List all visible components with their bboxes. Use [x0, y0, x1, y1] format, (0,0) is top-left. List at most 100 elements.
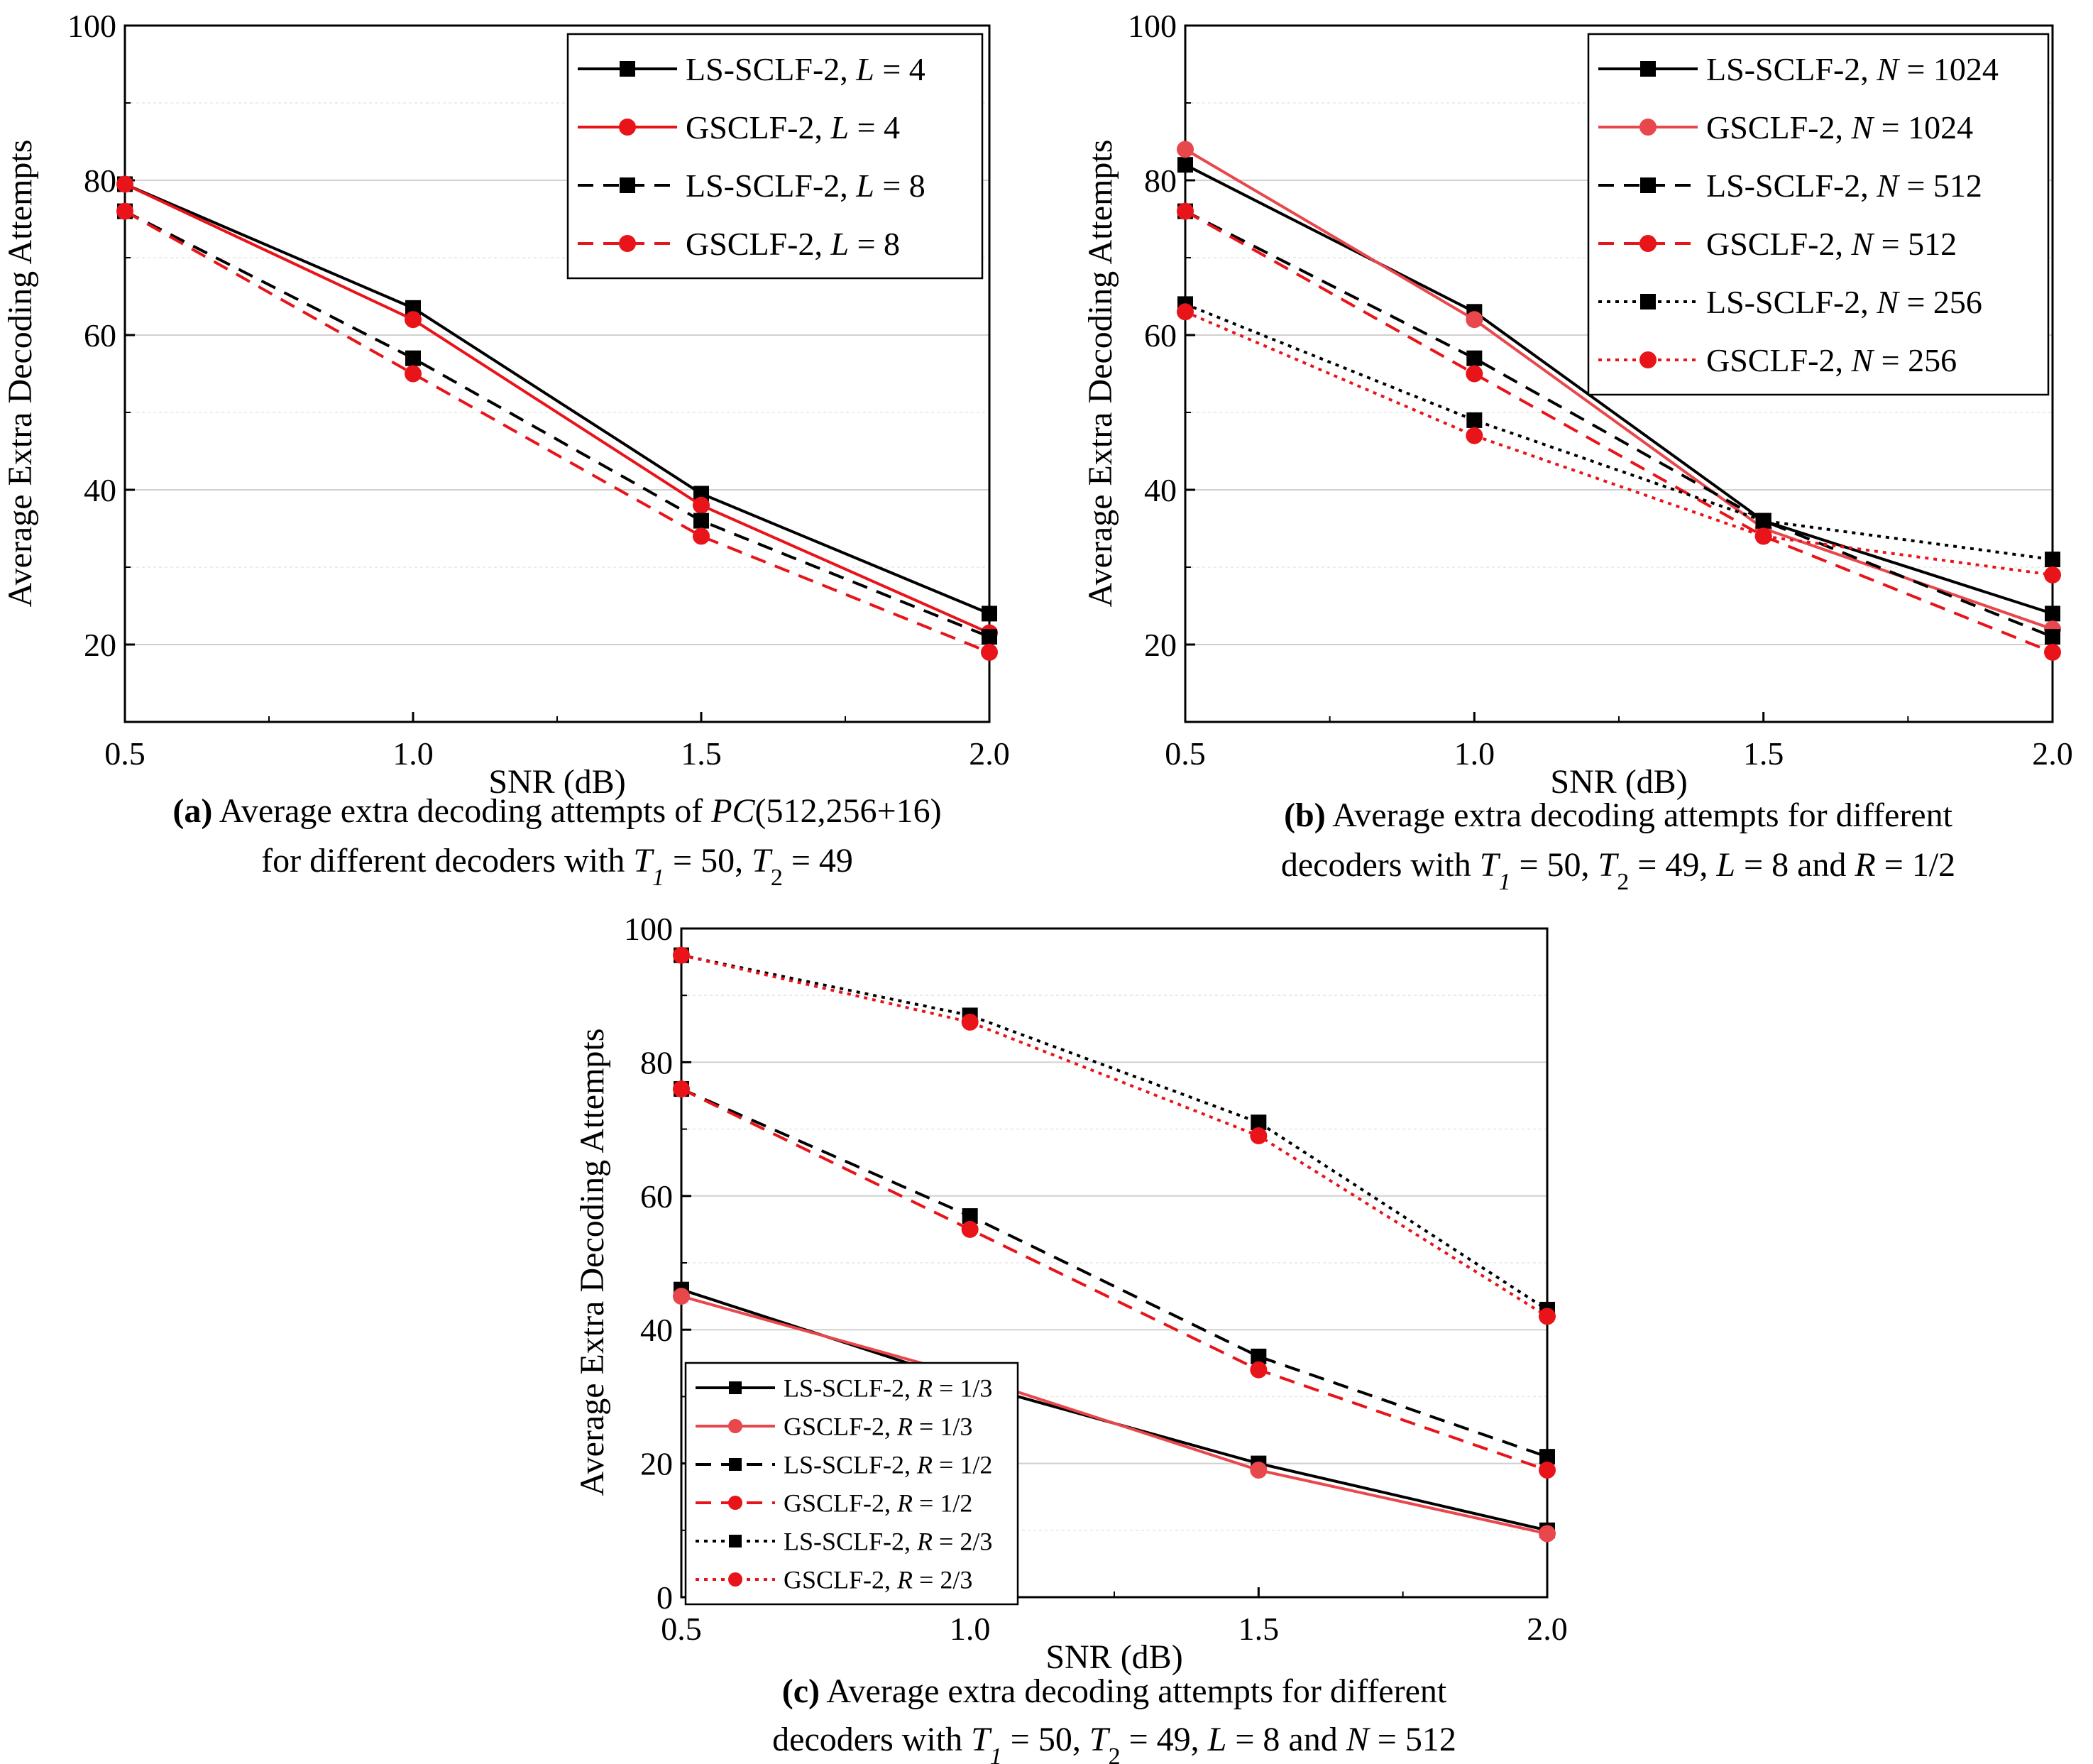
marker-c-4-2: [1251, 1114, 1267, 1131]
marker-a-2-1: [405, 350, 421, 366]
marker-a-1-2: [693, 496, 710, 514]
xtick-label-a-3: 2.0: [969, 735, 1010, 772]
series-line-b-3: [1185, 209, 2053, 654]
series-line-b-0: [1185, 163, 2053, 615]
marker-c-3-0: [673, 1080, 690, 1098]
legend-label-c-0: LS-SCLF-2, R = 1/3: [784, 1374, 992, 1403]
marker-c-0-legend: [729, 1381, 742, 1394]
marker-b-1-0: [1177, 141, 1194, 158]
marker-c-3-legend: [728, 1496, 742, 1510]
legend-label-b-3: GSCLF-2, N = 512: [1706, 226, 1957, 262]
series-line-b-1: [1184, 148, 2053, 631]
legend-label-a-2: LS-SCLF-2, L = 8: [686, 168, 925, 204]
legend-box-b: [1587, 33, 2050, 396]
series-line-b-2: [1185, 209, 2053, 638]
legend-label-c-4: LS-SCLF-2, R = 2/3: [784, 1528, 992, 1556]
legend-label-c-1: GSCLF-2, R = 1/3: [784, 1413, 972, 1441]
legend-label-b-2: LS-SCLF-2, N = 512: [1706, 168, 1982, 204]
xtick-label-a-1: 1.0: [392, 735, 434, 772]
marker-a-0-3: [982, 606, 997, 622]
series-line-a-0: [124, 182, 990, 615]
marker-a-3-3: [981, 643, 998, 661]
ytick-label-c-3: 60: [640, 1178, 673, 1215]
marker-a-2-2: [693, 513, 709, 529]
caption-a-line-0: (a) Average extra decoding attempts of P…: [172, 792, 941, 830]
ytick-label-a-0: 20: [84, 627, 116, 663]
ytick-label-c-5: 100: [624, 911, 673, 947]
ytick-label-b-0: 20: [1144, 627, 1177, 663]
marker-b-1-1: [1466, 311, 1483, 329]
marker-b-3-1: [1466, 365, 1483, 383]
marker-c-1-2: [1250, 1462, 1268, 1479]
marker-c-1-0: [673, 1288, 690, 1305]
marker-b-5-legend: [1639, 351, 1657, 368]
ytick-label-b-2: 60: [1144, 317, 1177, 354]
series-line-a-1: [124, 182, 990, 635]
marker-a-0-2: [693, 486, 709, 502]
xtick-label-c-1: 1.0: [950, 1611, 991, 1647]
caption-b-line-1: decoders with T1 = 50, T2 = 49, L = 8 an…: [1281, 846, 1955, 895]
marker-a-2-legend: [620, 177, 635, 193]
marker-b-3-0: [1177, 202, 1194, 220]
marker-c-5-legend: [728, 1572, 742, 1587]
marker-a-3-legend: [619, 235, 636, 252]
marker-a-3-1: [405, 365, 422, 383]
legend-label-c-2: LS-SCLF-2, R = 1/2: [784, 1451, 992, 1479]
marker-c-2-1: [962, 1208, 978, 1225]
chart-c: 0 20 40 60 80 100 0.5 1.0 1.5 2.0 SNR (dB) Average …: [573, 911, 1568, 1764]
series-line-b-4: [1185, 302, 2053, 561]
marker-a-1-legend: [619, 119, 636, 136]
marker-b-2-3: [2045, 629, 2060, 645]
marker-c-1-3: [1539, 1525, 1556, 1543]
xtick-label-c-3: 2.0: [1527, 1611, 1568, 1647]
xtick-label-a-0: 0.5: [104, 735, 145, 772]
ytick-label-b-1: 40: [1144, 472, 1177, 508]
marker-b-3-legend: [1639, 235, 1657, 252]
ytick-label-a-1: 40: [84, 472, 116, 508]
marker-b-0-3: [2045, 606, 2060, 622]
ytick-label-b-4: 100: [1128, 8, 1177, 44]
legend-label-a-0: LS-SCLF-2, L = 4: [686, 51, 925, 87]
marker-b-4-2: [1755, 513, 1771, 529]
legend-box-c: [684, 1362, 1019, 1606]
series-line-c-5: [681, 953, 1549, 1318]
marker-c-4-legend: [729, 1535, 742, 1547]
marker-a-1-1: [405, 311, 422, 329]
series-line-c-1: [681, 1295, 1548, 1535]
series-line-c-4: [681, 953, 1549, 1311]
ytick-label-a-4: 100: [67, 8, 116, 44]
ytick-label-c-2: 40: [640, 1312, 673, 1348]
legend-label-b-0: LS-SCLF-2, N = 1024: [1706, 51, 1999, 87]
legend-label-b-4: LS-SCLF-2, N = 256: [1706, 284, 1982, 320]
ytick-label-c-0: 0: [657, 1579, 673, 1616]
ylabel-c: Average Extra Decoding Attempts: [573, 1029, 611, 1496]
marker-b-2-1: [1466, 350, 1483, 366]
legend-box-a: [566, 33, 984, 280]
marker-b-0-0: [1177, 157, 1193, 173]
marker-a-3-2: [693, 527, 710, 545]
marker-b-4-legend: [1640, 294, 1656, 309]
ytick-label-b-3: 80: [1144, 163, 1177, 199]
marker-b-5-1: [1466, 427, 1483, 444]
marker-c-3-1: [961, 1220, 979, 1238]
xtick-label-b-1: 1.0: [1454, 735, 1495, 772]
series-line-c-3: [681, 1088, 1548, 1472]
marker-c-5-0: [673, 946, 690, 964]
xtick-label-c-2: 1.5: [1238, 1611, 1280, 1647]
ytick-label-c-1: 20: [640, 1446, 673, 1482]
xlabel-a: SNR (dB): [488, 763, 625, 801]
marker-c-3-3: [1539, 1462, 1556, 1479]
series-line-a-3: [124, 209, 990, 654]
caption-a-line-1: for different decoders with T1 = 50, T2 …: [261, 842, 853, 891]
legend-label-c-5: GSCLF-2, R = 2/3: [784, 1566, 972, 1594]
xtick-label-a-2: 1.5: [681, 735, 722, 772]
marker-c-3-2: [1250, 1361, 1268, 1379]
ytick-label-c-4: 80: [640, 1044, 673, 1080]
marker-b-0-legend: [1640, 61, 1656, 77]
legend-label-c-3: GSCLF-2, R = 1/2: [784, 1489, 972, 1518]
series-line-c-2: [681, 1088, 1548, 1459]
caption-c-line-1: decoders with T1 = 50, T2 = 49, L = 8 an…: [772, 1721, 1456, 1764]
xlabel-c: SNR (dB): [1045, 1638, 1182, 1676]
marker-c-5-3: [1539, 1308, 1556, 1325]
